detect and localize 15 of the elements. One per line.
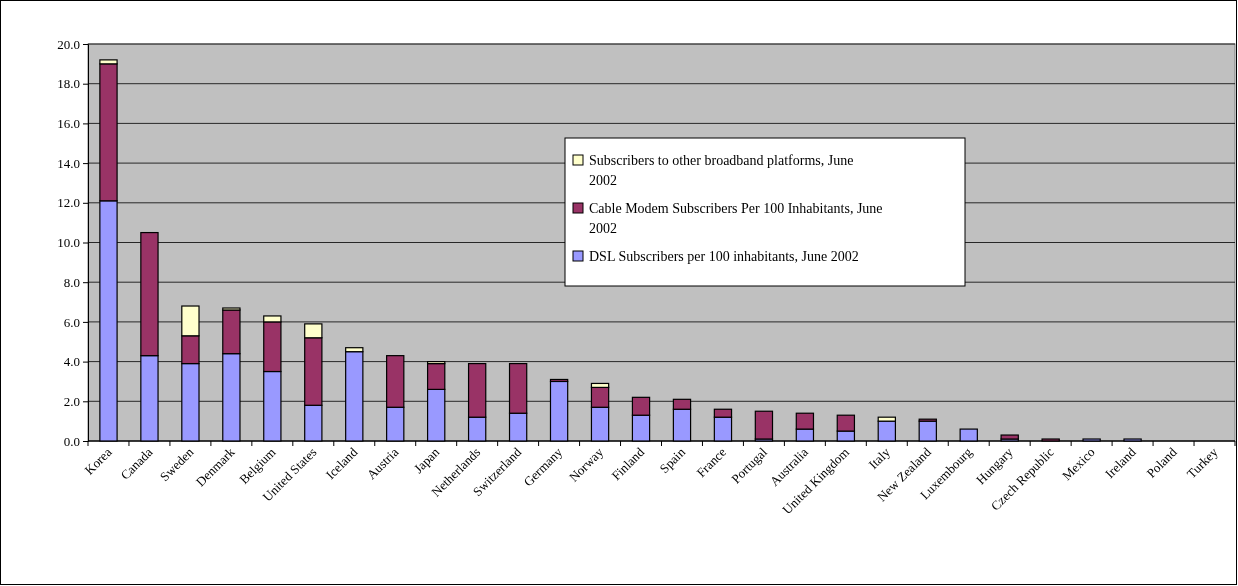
legend-label: DSL Subscribers per 100 inhabitants, June 2002 (589, 249, 859, 264)
y-tick-label: 0.0 (63, 433, 80, 449)
y-tick-label: 14.0 (57, 155, 80, 171)
x-tick-label: Italy (865, 444, 894, 472)
y-tick-label: 20.0 (57, 36, 80, 52)
y-tick-label: 2.0 (63, 393, 80, 409)
y-tick-label: 6.0 (63, 314, 80, 330)
legend-label: Cable Modem Subscribers Per 100 Inhabitants, June 2002 (589, 201, 883, 236)
y-tick-label: 12.0 (57, 195, 80, 211)
y-tick-label: 8.0 (63, 274, 80, 290)
legend-label: Subscribers to other broadband platforms, June 2002 (589, 153, 854, 188)
y-tick-label: 10.0 (57, 235, 80, 251)
y-tick-label: 16.0 (57, 116, 80, 132)
y-tick-label: 18.0 (57, 76, 80, 92)
y-tick-label: 4.0 (63, 354, 80, 370)
